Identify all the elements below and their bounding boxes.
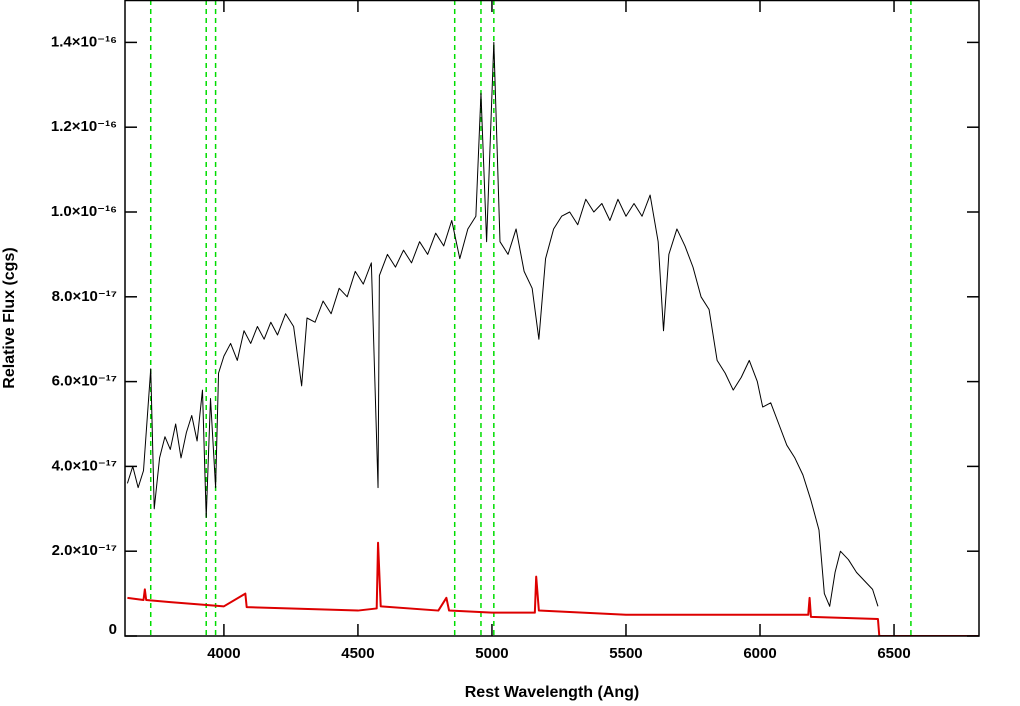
- y-tick-label: 1.2×10⁻¹⁶: [51, 118, 117, 135]
- y-tick-label: 0: [109, 621, 117, 638]
- x-tick-label: 5500: [609, 645, 642, 662]
- plot-frame: [124, 0, 980, 637]
- y-tick-label: 6.0×10⁻¹⁷: [52, 373, 117, 390]
- x-axis-title: Rest Wavelength (Ang): [465, 684, 640, 701]
- spectrum-line: [126, 41, 879, 607]
- x-tick-label: 6500: [877, 645, 910, 662]
- x-tick-label: 4000: [207, 645, 240, 662]
- x-tick-label: 5000: [475, 645, 508, 662]
- x-tick-label: 6000: [743, 645, 776, 662]
- y-axis-title: Relative Flux (cgs): [1, 247, 18, 388]
- y-tick-label: 4.0×10⁻¹⁷: [52, 457, 117, 474]
- y-tick-label: 2.0×10⁻¹⁷: [52, 542, 117, 559]
- y-tick-label: 8.0×10⁻¹⁷: [52, 288, 117, 305]
- x-tick-label: 4500: [341, 645, 374, 662]
- y-tick-label: 1.0×10⁻¹⁶: [51, 203, 117, 220]
- plot-area: [126, 0, 979, 636]
- spectrum-line: [127, 541, 979, 636]
- y-tick-label: 1.4×10⁻¹⁶: [51, 33, 117, 50]
